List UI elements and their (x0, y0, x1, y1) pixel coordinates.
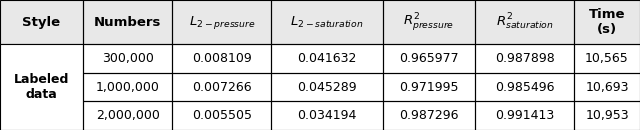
Bar (475, 73, 574, 101)
Text: $\boldsymbol{R^2_{saturation}}$: $\boldsymbol{R^2_{saturation}}$ (495, 12, 554, 32)
Text: 0.007266: 0.007266 (192, 81, 252, 94)
Text: Labeled
data: Labeled data (14, 73, 69, 101)
Bar (83, 44, 173, 73)
Bar (83, 101, 173, 130)
Bar (173, 44, 271, 73)
Text: $\boldsymbol{L_{2-saturation}}$: $\boldsymbol{L_{2-saturation}}$ (291, 15, 364, 30)
Text: 0.005505: 0.005505 (192, 109, 252, 122)
Bar (383, 44, 475, 73)
Bar (83, 0, 173, 44)
Text: 0.045289: 0.045289 (297, 81, 357, 94)
Bar (83, 0, 173, 44)
Bar (83, 44, 173, 73)
Bar (383, 73, 475, 101)
Bar (173, 0, 271, 44)
Bar (271, 44, 383, 73)
Bar (271, 101, 383, 130)
Bar (173, 44, 271, 73)
Bar (475, 0, 574, 44)
Text: 0.041632: 0.041632 (298, 52, 356, 65)
Bar (475, 0, 574, 44)
Text: 0.991413: 0.991413 (495, 109, 554, 122)
Text: 2,000,000: 2,000,000 (96, 109, 159, 122)
Bar (271, 101, 383, 130)
Text: 300,000: 300,000 (102, 52, 154, 65)
Bar (383, 101, 475, 130)
Bar (574, 101, 640, 130)
Text: Numbers: Numbers (94, 16, 161, 29)
Text: 0.987898: 0.987898 (495, 52, 554, 65)
Bar (173, 101, 271, 130)
Bar (383, 44, 475, 73)
Text: 10,953: 10,953 (585, 109, 629, 122)
Text: $\boldsymbol{L_{2-pressure}}$: $\boldsymbol{L_{2-pressure}}$ (189, 14, 255, 31)
Bar (574, 0, 640, 44)
Bar (83, 101, 173, 130)
Text: 10,693: 10,693 (585, 81, 628, 94)
Text: 0.987296: 0.987296 (399, 109, 459, 122)
Bar (383, 0, 475, 44)
Bar (574, 101, 640, 130)
Bar (173, 73, 271, 101)
Text: Time
(s): Time (s) (589, 8, 625, 36)
Bar (271, 44, 383, 73)
Bar (574, 44, 640, 73)
Bar (173, 73, 271, 101)
Text: Style: Style (22, 16, 61, 29)
Bar (574, 44, 640, 73)
Text: 1,000,000: 1,000,000 (96, 81, 159, 94)
Bar (0, 0, 83, 44)
Bar (475, 44, 574, 73)
Bar (271, 73, 383, 101)
Bar (475, 101, 574, 130)
Bar (574, 0, 640, 44)
Bar (383, 101, 475, 130)
Bar (271, 73, 383, 101)
Text: 0.971995: 0.971995 (399, 81, 459, 94)
Bar (475, 44, 574, 73)
Bar (475, 73, 574, 101)
Bar (574, 73, 640, 101)
Bar (173, 0, 271, 44)
Bar (383, 73, 475, 101)
Text: 0.985496: 0.985496 (495, 81, 554, 94)
Bar (0, 0, 83, 44)
Text: 0.034194: 0.034194 (298, 109, 356, 122)
Bar (83, 73, 173, 101)
Bar (0, 44, 83, 130)
Bar (271, 0, 383, 44)
Text: $\boldsymbol{R^2_{pressure}}$: $\boldsymbol{R^2_{pressure}}$ (403, 11, 454, 33)
Bar (173, 101, 271, 130)
Text: 0.965977: 0.965977 (399, 52, 459, 65)
Text: 10,565: 10,565 (585, 52, 629, 65)
Text: 0.008109: 0.008109 (192, 52, 252, 65)
Bar (574, 73, 640, 101)
Bar (83, 73, 173, 101)
Bar (475, 101, 574, 130)
Bar (383, 0, 475, 44)
Bar (271, 0, 383, 44)
